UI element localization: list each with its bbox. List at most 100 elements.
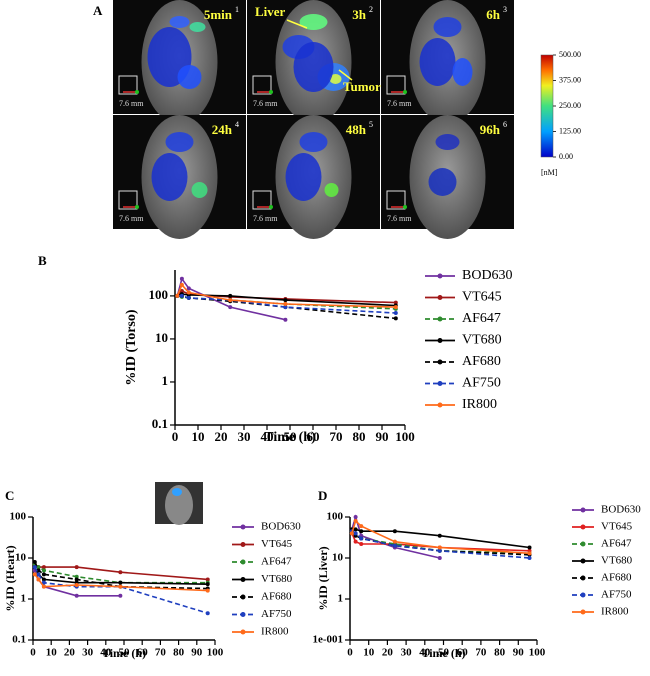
legend-marker	[580, 558, 586, 564]
data-point	[353, 539, 358, 544]
x-tick-label: 0	[347, 647, 353, 659]
image-panel: 3h 2 7.6 mm	[247, 0, 380, 124]
time-label: 5min	[204, 7, 233, 22]
legend-label: AF680	[261, 591, 292, 603]
y-axis-label: %ID (Heart)	[3, 545, 17, 611]
data-point	[393, 311, 398, 316]
orientation-box	[252, 190, 272, 210]
panel-index: 3	[503, 5, 507, 14]
data-point	[392, 529, 397, 534]
image-panel: 6h 3 7.6 mm	[381, 0, 514, 124]
image-panel: 96h 6 7.6 mm	[381, 115, 514, 239]
data-point	[359, 536, 364, 541]
signal	[299, 132, 328, 152]
legend-label: VT680	[462, 333, 502, 348]
x-tick-label: 30	[401, 647, 413, 659]
legend-label: IR800	[601, 606, 629, 618]
signal	[293, 42, 334, 92]
x-tick-label: 20	[382, 647, 394, 659]
data-point	[359, 524, 364, 529]
legend-marker	[580, 507, 586, 513]
legend-marker	[437, 316, 443, 322]
data-point	[179, 282, 184, 287]
orientation-dot	[135, 205, 139, 209]
data-point	[353, 531, 358, 536]
legend-marker	[580, 524, 586, 530]
data-point	[205, 611, 210, 616]
y-tick-label: 1	[162, 373, 169, 388]
data-point	[118, 580, 123, 585]
legend-marker	[437, 359, 443, 365]
data-point	[36, 572, 41, 577]
legend-label: VT680	[261, 573, 293, 585]
data-point	[41, 580, 46, 585]
data-point	[392, 539, 397, 544]
scale-label: 7.6 mm	[119, 214, 144, 223]
legend-label: IR800	[261, 626, 289, 638]
signal	[324, 183, 339, 197]
orientation-box	[118, 190, 138, 210]
x-axis-label: Time (h)	[421, 646, 465, 660]
legend-label: AF647	[462, 311, 501, 326]
data-point	[74, 593, 79, 598]
data-point	[353, 527, 358, 532]
legend-marker	[437, 295, 443, 300]
annotation-arrow	[286, 19, 308, 29]
legend-marker	[240, 594, 246, 600]
data-point	[392, 543, 397, 548]
colorbar-label: 500.00	[559, 50, 581, 59]
data-point	[283, 301, 288, 306]
x-tick-label: 10	[192, 429, 205, 444]
panel-index: 5	[369, 120, 373, 129]
y-axis-label: %ID (Torso)	[124, 309, 139, 385]
x-tick-label: 80	[494, 647, 506, 659]
y-tick-label: 100	[149, 287, 169, 302]
data-point	[283, 317, 288, 322]
data-point	[179, 289, 184, 294]
data-point	[74, 565, 79, 570]
x-tick-label: 50	[438, 647, 450, 659]
x-tick-label: 90	[376, 429, 389, 444]
x-tick-label: 10	[46, 647, 58, 659]
x-tick-label: 0	[172, 429, 179, 444]
legend-label: VT645	[261, 538, 293, 550]
colorbar-label: 0.00	[559, 152, 573, 161]
y-tick-label: 1e-001	[312, 634, 343, 646]
colorbar-label: 125.00	[559, 126, 581, 135]
data-point	[179, 293, 184, 298]
legend-label: VT645	[601, 521, 633, 533]
data-point	[205, 582, 210, 587]
orientation-box	[386, 190, 406, 210]
x-axis-label: Time (h)	[264, 430, 316, 445]
data-point	[41, 565, 46, 570]
scale-label: 7.6 mm	[253, 99, 278, 108]
data-point	[186, 290, 191, 295]
data-point	[527, 545, 532, 550]
data-point	[41, 577, 46, 582]
legend-label: AF647	[261, 556, 292, 568]
panel-label: C	[5, 488, 14, 503]
legend-marker	[580, 609, 586, 615]
legend-marker	[437, 402, 443, 408]
legend-marker	[580, 575, 586, 581]
y-tick-label: 0.1	[152, 416, 168, 431]
colorbar	[540, 54, 554, 158]
y-tick-label: 1	[21, 593, 27, 605]
legend-label: BOD630	[462, 268, 513, 283]
panel-label: B	[38, 253, 47, 268]
time-label: 96h	[480, 122, 501, 137]
data-point	[74, 582, 79, 587]
legend-marker	[240, 612, 246, 617]
image-panel: 48h 5 7.6 mm	[247, 115, 380, 239]
x-tick-label: 30	[82, 647, 94, 659]
signal	[151, 153, 188, 201]
orientation-dot	[403, 90, 407, 94]
orientation-dot	[269, 205, 273, 209]
colorbar-label: 375.00	[559, 75, 581, 84]
legend-label: AF647	[601, 538, 632, 550]
x-tick-label: 30	[238, 429, 251, 444]
legend-marker	[437, 338, 443, 343]
x-tick-label: 100	[529, 647, 546, 659]
x-tick-label: 40	[419, 647, 431, 659]
